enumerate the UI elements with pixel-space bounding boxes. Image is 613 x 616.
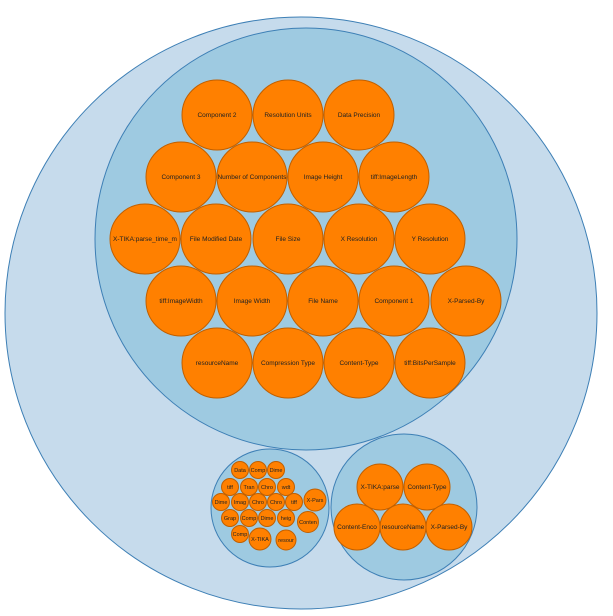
leaf-circle[interactable] (297, 511, 319, 533)
leaf-circle[interactable] (240, 509, 258, 527)
leaf-label: resourceName (382, 524, 425, 531)
leaf-circle[interactable] (181, 79, 253, 151)
leaf-label: X Resolution (341, 236, 378, 243)
leaf-label: Imag (234, 500, 246, 506)
leaf-circle[interactable] (275, 529, 297, 551)
leaf-label: X-TIKA (251, 537, 269, 543)
leaf-label: heig (281, 516, 291, 522)
leaf-circle[interactable] (216, 141, 288, 213)
leaf-label: Comp (242, 516, 257, 522)
leaf-label: Resolution Units (264, 112, 312, 119)
leaf-circle[interactable] (285, 493, 303, 511)
leaf-label: Chro (252, 500, 264, 506)
leaf-label: X-Parsed-By (431, 524, 469, 531)
leaf-circle[interactable] (394, 203, 466, 275)
leaf-circle[interactable] (277, 509, 295, 527)
leaf-label: X-Pars (307, 498, 324, 504)
leaf-label: Data Precision (338, 112, 381, 119)
leaf-label: X-TIKA:parse (360, 484, 399, 491)
leaf-circle[interactable] (303, 488, 327, 512)
leaf-label: Content-Enco (337, 524, 377, 531)
leaf-label: Dime (215, 500, 228, 506)
leaf-circle[interactable] (258, 478, 276, 496)
leaf-circle[interactable] (221, 509, 239, 527)
leaf-circle[interactable] (212, 493, 230, 511)
leaf-circle[interactable] (430, 265, 502, 337)
leaf-circle[interactable] (425, 503, 473, 551)
leaf-circle[interactable] (180, 203, 252, 275)
leaf-circle[interactable] (258, 509, 276, 527)
leaf-label: Data (234, 468, 247, 474)
leaf-label: File Modified Date (190, 236, 243, 243)
leaf-circle[interactable] (323, 203, 395, 275)
leaf-circle[interactable] (287, 265, 359, 337)
leaf-label: Dime (270, 468, 283, 474)
leaf-circle[interactable] (248, 527, 272, 551)
leaf-circle[interactable] (252, 79, 324, 151)
leaf-label: tiff (291, 500, 297, 506)
leaf-label: Image Height (304, 174, 343, 181)
leaf-circle[interactable] (231, 525, 249, 543)
leaf-label: wdt (281, 485, 291, 491)
leaf-label: Content-Type (407, 484, 446, 491)
leaf-label: Image Width (234, 298, 271, 305)
leaf-circle[interactable] (403, 463, 451, 511)
leaf-circle[interactable] (109, 203, 181, 275)
leaf-label: Number of Components (217, 174, 287, 181)
leaf-label: X-Parsed-By (448, 298, 486, 305)
leaf-circle[interactable] (358, 141, 430, 213)
leaf-circle[interactable] (145, 141, 217, 213)
leaf-circle[interactable] (181, 327, 253, 399)
leaf-label: Dime (261, 516, 274, 522)
leaf-label: Conten (299, 520, 317, 526)
leaf-label: tiff:BitsPerSample (404, 360, 456, 367)
leaf-circle[interactable] (358, 265, 430, 337)
leaf-label: Y Resolution (412, 236, 449, 243)
leaf-label: Content-Type (339, 360, 378, 367)
leaf-circle[interactable] (249, 493, 267, 511)
leaf-circle[interactable] (231, 461, 249, 479)
leaf-circle[interactable] (216, 265, 288, 337)
leaf-circle[interactable] (145, 265, 217, 337)
leaf-label: tiff:ImageLength (371, 174, 418, 181)
leaf-label: Comp (233, 532, 248, 538)
leaf-label: Chro (261, 485, 273, 491)
leaf-circle[interactable] (356, 463, 404, 511)
leaf-circle[interactable] (323, 327, 395, 399)
leaf-circle[interactable] (240, 478, 258, 496)
leaf-label: Component 2 (197, 112, 236, 119)
leaf-circle[interactable] (252, 327, 324, 399)
leaf-label: Chro (270, 500, 282, 506)
leaf-circle[interactable] (231, 493, 249, 511)
leaf-label: Grap (224, 516, 236, 522)
leaf-label: Compression Type (261, 360, 315, 367)
leaf-label: Component 3 (161, 174, 200, 181)
leaf-label: tiff:ImageWidth (159, 298, 203, 305)
leaf-circle[interactable] (267, 493, 285, 511)
leaf-circle[interactable] (221, 478, 239, 496)
leaf-circle[interactable] (323, 79, 395, 151)
leaf-circle[interactable] (267, 461, 285, 479)
leaf-label: File Name (308, 298, 338, 305)
leaf-label: tiff (227, 485, 233, 491)
leaf-circle[interactable] (249, 461, 267, 479)
leaf-label: Comp (251, 468, 266, 474)
leaf-circle[interactable] (252, 203, 324, 275)
leaf-label: Component 1 (374, 298, 413, 305)
leaf-label: resour (278, 538, 294, 544)
leaf-label: resourceName (196, 360, 239, 367)
leaf-label: File Size (276, 236, 301, 243)
leaf-circle[interactable] (287, 141, 359, 213)
leaf-circle[interactable] (394, 327, 466, 399)
leaf-label: X-TIKA:parse_time_m (113, 236, 177, 243)
leaf-label: Tran (243, 485, 254, 491)
leaf-circle[interactable] (277, 478, 295, 496)
